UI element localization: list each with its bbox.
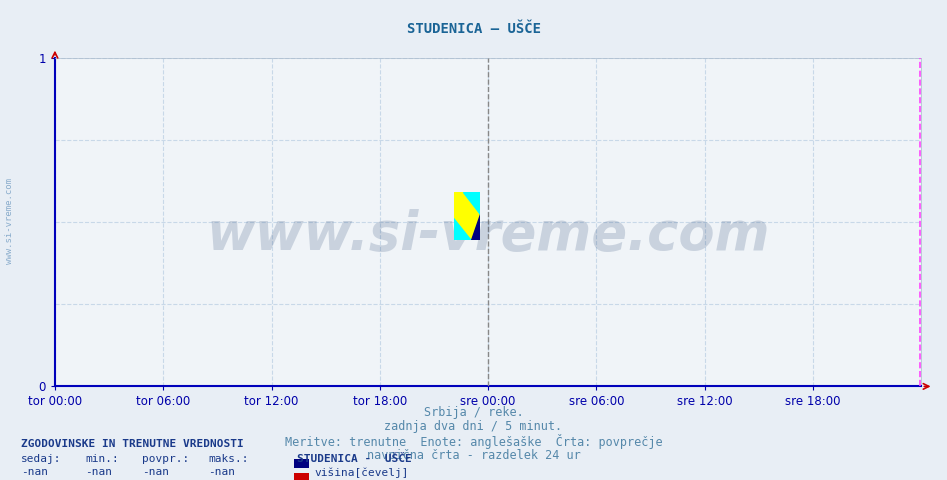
Text: -nan: -nan <box>85 467 113 477</box>
Text: navpična črta - razdelek 24 ur: navpična črta - razdelek 24 ur <box>366 449 581 462</box>
Text: zadnja dva dni / 5 minut.: zadnja dva dni / 5 minut. <box>384 420 563 433</box>
Text: -nan: -nan <box>208 467 236 477</box>
Text: STUDENICA -  UŠČE: STUDENICA - UŠČE <box>297 454 412 464</box>
Polygon shape <box>463 192 480 214</box>
Text: maks.:: maks.: <box>208 454 249 464</box>
Text: povpr.:: povpr.: <box>142 454 189 464</box>
Text: Meritve: trenutne  Enote: anglešaške  Črta: povprečje: Meritve: trenutne Enote: anglešaške Črta… <box>285 434 662 449</box>
Text: STUDENICA – UŠČE: STUDENICA – UŠČE <box>406 22 541 36</box>
Text: -nan: -nan <box>21 467 48 477</box>
Text: sedaj:: sedaj: <box>21 454 62 464</box>
Text: ZGODOVINSKE IN TRENUTNE VREDNOSTI: ZGODOVINSKE IN TRENUTNE VREDNOSTI <box>21 439 243 449</box>
Text: min.:: min.: <box>85 454 119 464</box>
Text: www.si-vreme.com: www.si-vreme.com <box>5 178 14 264</box>
Polygon shape <box>471 214 480 240</box>
Text: Srbija / reke.: Srbija / reke. <box>423 406 524 419</box>
Polygon shape <box>454 218 471 240</box>
Text: www.si-vreme.com: www.si-vreme.com <box>206 209 770 261</box>
Text: višina[čevelj]: višina[čevelj] <box>314 467 409 478</box>
Text: -nan: -nan <box>142 467 170 477</box>
